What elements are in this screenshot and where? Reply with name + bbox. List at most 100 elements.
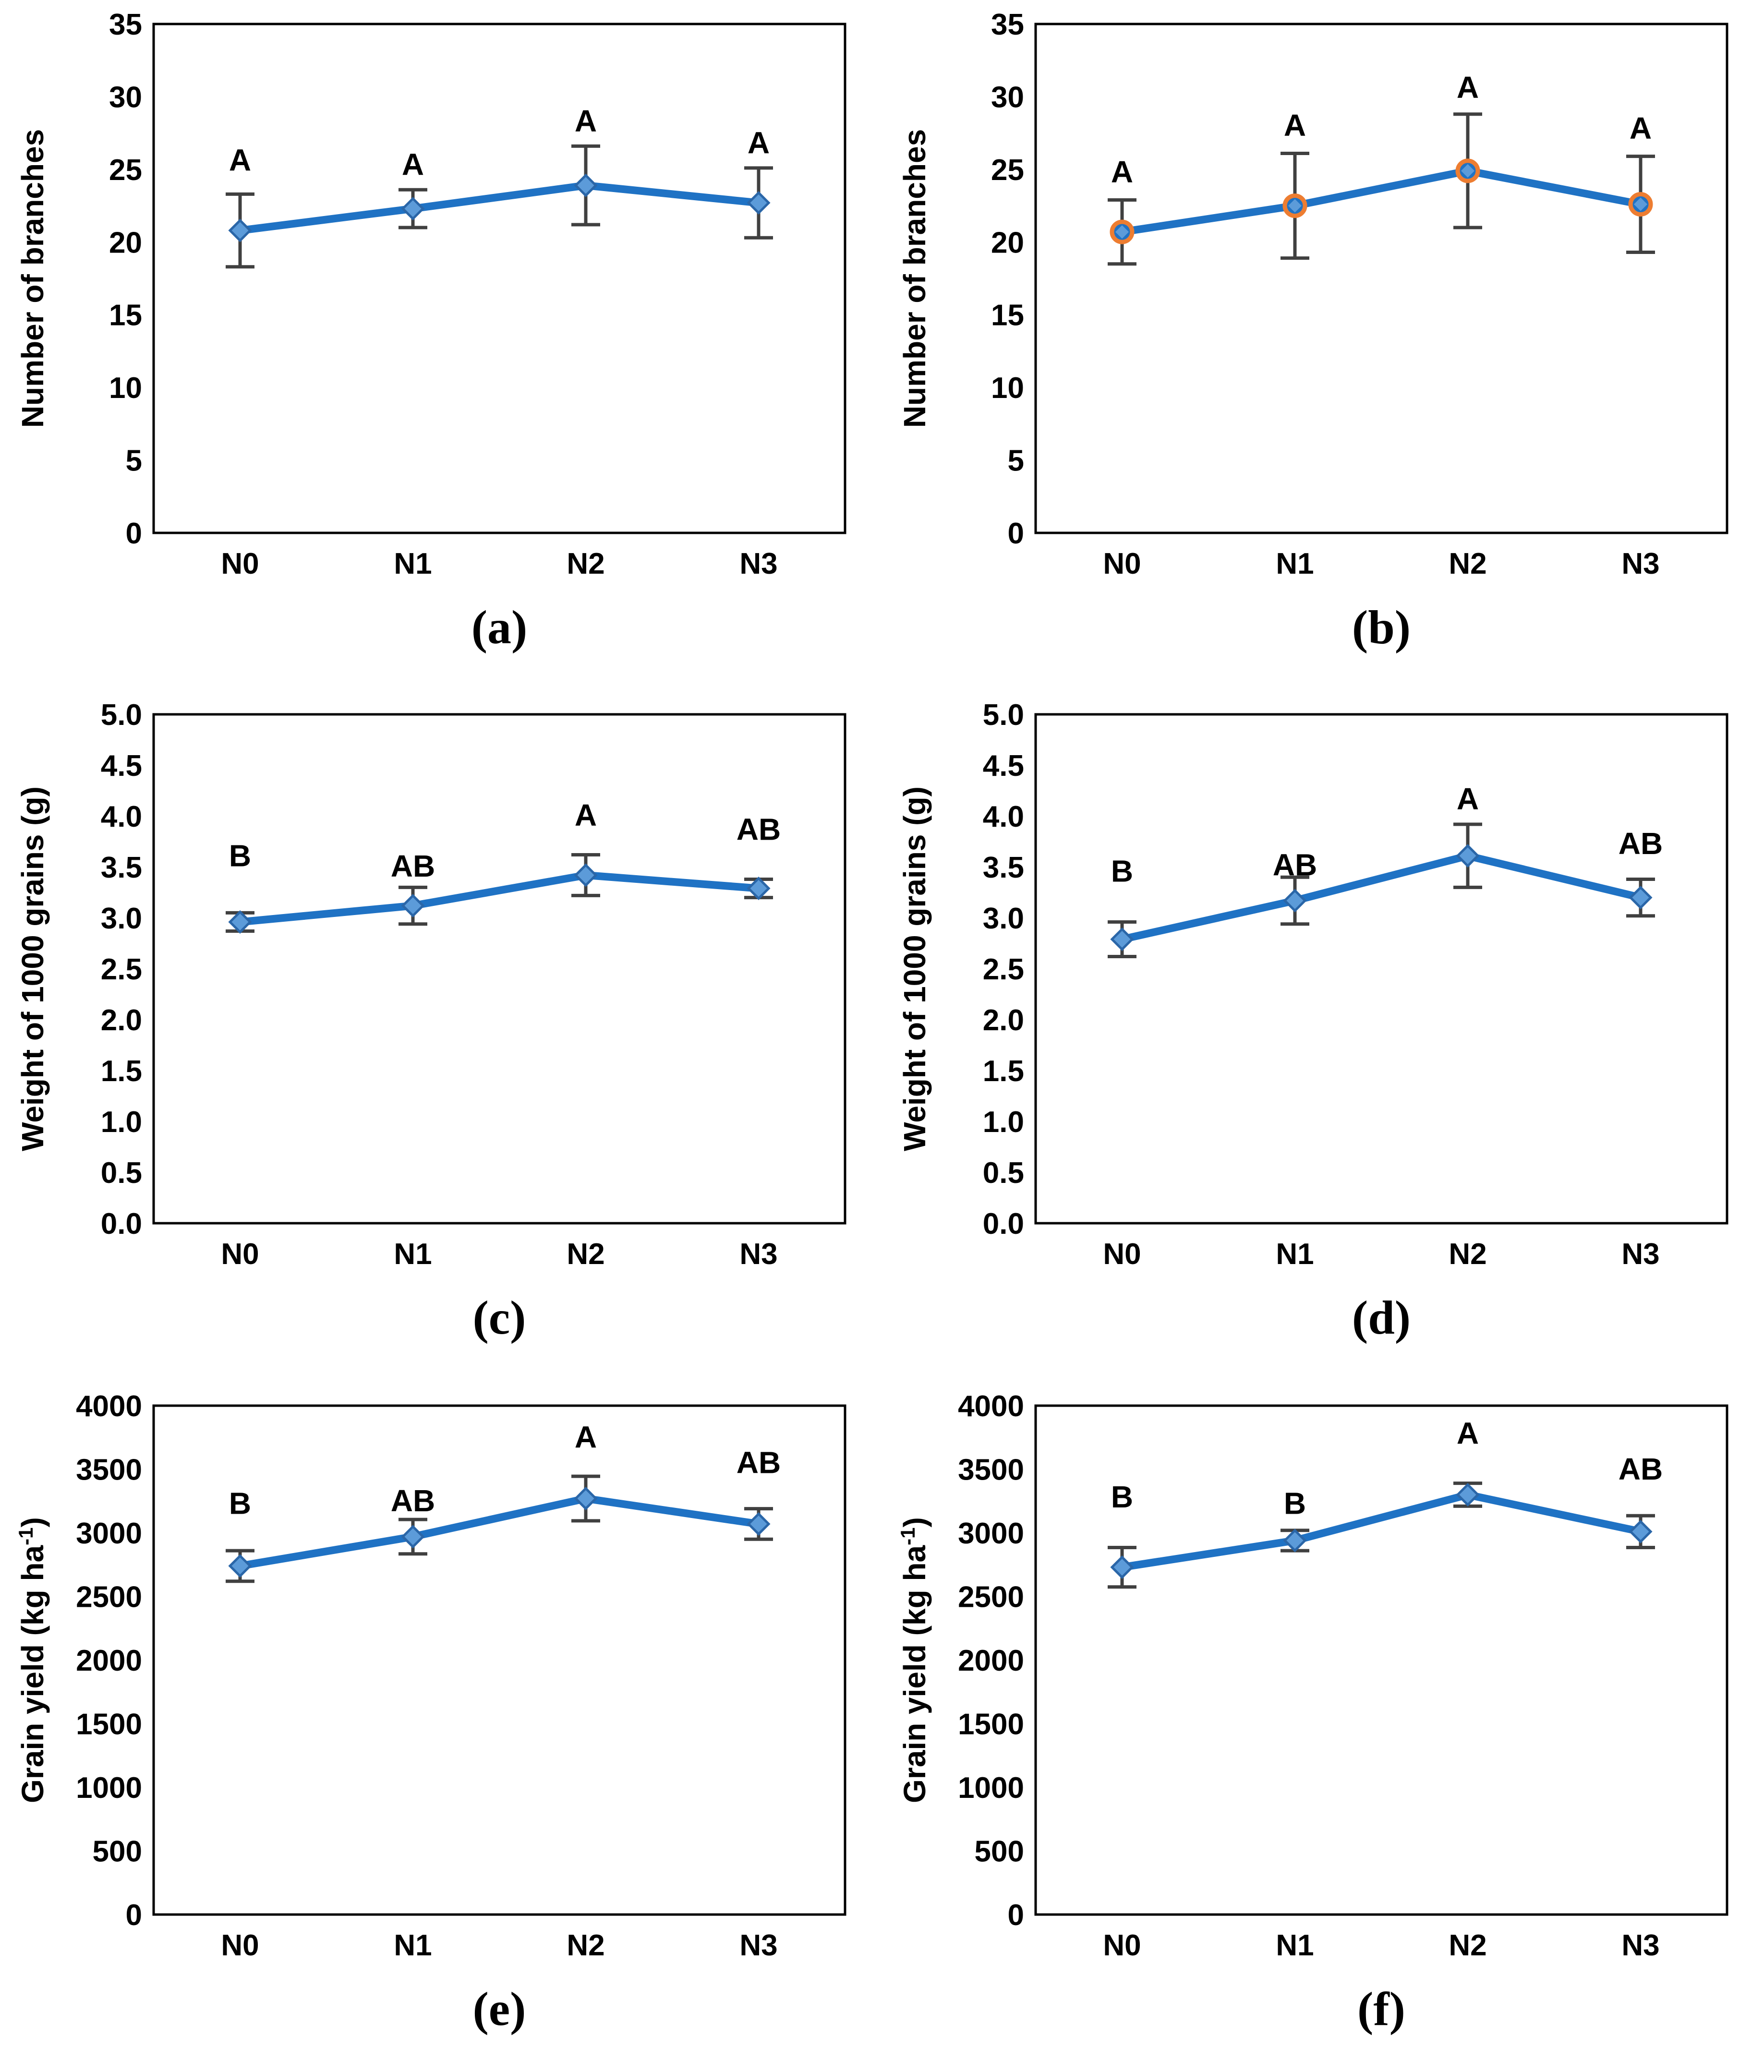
y-tick-label: 10	[991, 372, 1024, 405]
data-point-markers	[228, 1486, 771, 1578]
data-point-marker	[1115, 225, 1129, 239]
significance-letter: A	[575, 1420, 597, 1455]
y-tick-label: 15	[991, 299, 1024, 332]
significance-letter: A	[1457, 70, 1479, 105]
data-point-markers	[1110, 158, 1653, 244]
y-tick-label: 4.0	[101, 800, 142, 833]
y-tick-label: 4.5	[101, 749, 142, 783]
data-point-marker	[1283, 889, 1307, 913]
panel-b-label: (b)	[1352, 601, 1411, 654]
x-axis-category-labels: N0 N1 N2 N3	[1103, 1238, 1659, 1271]
chart-a-canvas: 0 5 10 15 20 25 30 35 Number of branches N0 N1 N2 N3…	[15, 8, 846, 580]
y-tick-label: 1.0	[101, 1106, 142, 1139]
data-point-marker	[401, 894, 425, 918]
y-tick-label: 0.5	[983, 1156, 1024, 1190]
y-tick-label: 3500	[76, 1454, 142, 1487]
significance-letter: A	[575, 798, 597, 832]
significance-letter: AB	[737, 1446, 781, 1480]
y-tick-label: 30	[109, 81, 142, 114]
significance-letter: AB	[1273, 848, 1317, 882]
y-axis-tick-labels: 0 5 10 15 20 25 30 35	[991, 8, 1024, 550]
data-point-marker	[1456, 844, 1480, 868]
error-bars	[226, 1474, 773, 1583]
significance-letter: A	[575, 104, 597, 138]
x-category-label: N0	[1103, 547, 1141, 580]
chart-e-canvas: 0 500 1000 1500 2000 2500 3000 3500 4000 Grain yi…	[14, 1390, 846, 1962]
chart-d-canvas: 0.0 0.5 1.0 1.5 2.0 2.5 3.0 3.5 4.0 4.5 5.0 Weight …	[897, 699, 1728, 1271]
panel-b: 0 5 10 15 20 25 30 35 Number of branches N0 N1 N2 N3…	[882, 0, 1764, 690]
x-category-label: N0	[221, 547, 259, 580]
x-category-label: N1	[394, 1929, 432, 1962]
y-tick-label: 2500	[76, 1581, 142, 1614]
error-bars	[1108, 822, 1655, 959]
y-tick-label: 5.0	[983, 699, 1024, 732]
x-category-label: N3	[739, 1238, 777, 1271]
x-category-label: N3	[739, 1929, 777, 1962]
y-tick-label: 1.5	[101, 1055, 142, 1088]
x-axis-category-labels: N0 N1 N2 N3	[221, 1238, 777, 1271]
series-line	[1118, 167, 1644, 236]
x-category-label: N2	[567, 1238, 604, 1271]
data-point-marker	[1283, 1529, 1307, 1553]
x-category-label: N0	[221, 1929, 259, 1962]
y-tick-label: 0	[126, 517, 142, 550]
x-category-label: N2	[1449, 547, 1486, 580]
significance-letters: B B A AB	[1111, 1416, 1663, 1521]
y-axis-title: Weight of 1000 grains (g)	[897, 786, 932, 1151]
series-line	[236, 181, 762, 235]
plot-border	[1034, 713, 1728, 1225]
y-tick-label: 2.5	[101, 953, 142, 986]
error-bars	[226, 144, 773, 269]
data-point-marker	[401, 1525, 425, 1549]
significance-letter: AB	[391, 849, 435, 883]
y-tick-label: 35	[991, 8, 1024, 41]
data-point-marker	[1456, 1482, 1480, 1507]
panel-e: 0 500 1000 1500 2000 2500 3000 3500 4000 Grain yi…	[0, 1382, 882, 2072]
x-category-label: N3	[739, 547, 777, 580]
y-tick-label: 5	[126, 445, 142, 478]
significance-letter: AB	[391, 1483, 435, 1518]
data-point-marker	[228, 1554, 252, 1578]
data-point-marker	[228, 218, 252, 242]
y-tick-label: 5	[1008, 445, 1024, 478]
y-tick-label: 2500	[958, 1581, 1024, 1614]
y-axis-tick-labels: 0.0 0.5 1.0 1.5 2.0 2.5 3.0 3.5 4.0 4.5 5.0	[101, 699, 142, 1241]
y-axis-tick-labels: 0.0 0.5 1.0 1.5 2.0 2.5 3.0 3.5 4.0 4.5 5.0	[983, 699, 1024, 1241]
y-tick-label: 0.5	[101, 1156, 142, 1190]
y-tick-label: 0	[1008, 517, 1024, 550]
significance-letters: B AB A AB	[229, 798, 781, 883]
data-point-marker	[574, 1486, 598, 1510]
panel-e-label: (e)	[472, 1982, 526, 2036]
panel-c-label: (c)	[472, 1291, 526, 1344]
y-tick-label: 15	[109, 299, 142, 332]
x-axis-category-labels: N0 N1 N2 N3	[221, 1929, 777, 1962]
y-tick-label: 1500	[958, 1708, 1024, 1741]
y-tick-label: 0.0	[983, 1207, 1024, 1241]
y-tick-label: 5.0	[101, 699, 142, 732]
panel-c: 0.0 0.5 1.0 1.5 2.0 2.5 3.0 3.5 4.0 4.5 5.0 Weight …	[0, 690, 882, 1382]
x-category-label: N0	[1103, 1929, 1141, 1962]
panel-d: 0.0 0.5 1.0 1.5 2.0 2.5 3.0 3.5 4.0 4.5 5.0 Weight …	[882, 690, 1764, 1382]
y-tick-label: 1000	[958, 1771, 1024, 1805]
panel-a-label: (a)	[471, 601, 528, 654]
x-axis-category-labels: N0 N1 N2 N3	[1103, 1929, 1659, 1962]
significance-letter: B	[229, 1486, 251, 1520]
data-point-marker	[1461, 164, 1474, 178]
y-tick-label: 3.0	[101, 902, 142, 935]
y-tick-label: 2000	[76, 1644, 142, 1677]
y-tick-label: 1500	[76, 1708, 142, 1741]
significance-letters: A A A A	[229, 104, 770, 182]
y-axis-tick-labels: 0 500 1000 1500 2000 2500 3000 3500 4000	[76, 1390, 142, 1932]
panel-f-label: (f)	[1357, 1982, 1405, 2036]
data-point-marker	[1288, 199, 1302, 213]
y-tick-label: 30	[991, 81, 1024, 114]
data-point-marker	[574, 173, 598, 197]
y-tick-label: 25	[109, 154, 142, 187]
significance-letter: AB	[1619, 826, 1663, 861]
chart-b-canvas: 0 5 10 15 20 25 30 35 Number of branches N0 N1 N2 N3…	[897, 8, 1728, 580]
y-tick-label: 3.0	[983, 902, 1024, 935]
plot-border	[152, 713, 846, 1225]
y-tick-label: 500	[975, 1835, 1024, 1868]
significance-letter: A	[229, 143, 251, 178]
